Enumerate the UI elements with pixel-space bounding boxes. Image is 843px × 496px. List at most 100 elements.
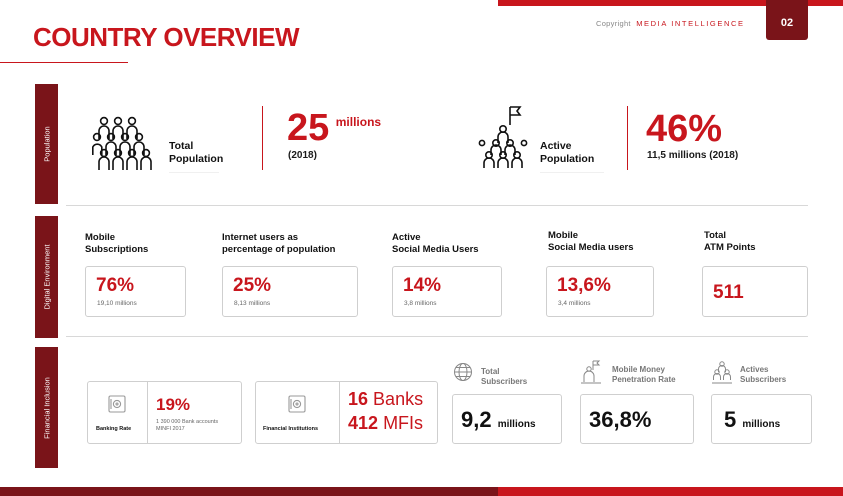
total-population-label: Total Population (169, 140, 223, 166)
label-line: percentage of population (222, 244, 336, 255)
globe-icon (453, 362, 473, 382)
label-line: Mobile (85, 232, 116, 243)
section-label-digital: Digital Environment (42, 244, 51, 310)
top-accent-bar (498, 0, 843, 6)
mobile-subscriptions-card: 76% 19,10 millions (85, 266, 186, 317)
section-label-population: Population (42, 126, 51, 162)
active-subscribers-card: 5 millions (711, 394, 812, 444)
banking-rate-caption: Banking Rate (96, 426, 132, 432)
mobile-social-sub: 3,4 millions (558, 300, 591, 307)
red-divider (262, 106, 263, 170)
label-line: Actives (740, 365, 769, 374)
decorative-line (169, 172, 219, 173)
page-number-badge: 02 (766, 0, 808, 40)
atm-value: 511 (713, 282, 744, 303)
brand-name: MEDIA INTELLIGENCE (636, 19, 745, 28)
internet-users-value: 25% (233, 275, 272, 296)
label-line: Population (169, 153, 224, 165)
social-media-value: 14% (403, 275, 442, 296)
mobile-subscriptions-value: 76% (96, 275, 135, 296)
section-tab-population: Population (35, 84, 58, 204)
atm-card: 511 (702, 266, 808, 317)
copyright-line: Copyright MEDIA INTELLIGENCE (596, 19, 745, 28)
banks-count: 16 Banks (348, 389, 423, 410)
flag-pyramid-icon (478, 105, 528, 169)
bottom-dark-bar (0, 487, 498, 496)
crowd-icon (92, 115, 154, 171)
label-line: Mobile (548, 230, 579, 241)
active-subscribers-unit: millions (742, 419, 781, 430)
banking-rate-note: 1 390 000 Bank accounts MINFI 2017 (156, 419, 218, 433)
label-line: Total (169, 140, 194, 152)
section-tab-digital: Digital Environment (35, 216, 58, 338)
label-line: Subscriptions (85, 244, 149, 255)
banking-rate-card: Banking Rate 19% 1 390 000 Bank accounts… (87, 381, 242, 444)
active-population-value: 46% (646, 108, 723, 150)
copyright-label: Copyright (596, 19, 631, 28)
mfis-number: 412 (348, 413, 379, 433)
financial-institutions-card: Financial Institutions 16 Banks 412 MFIs (255, 381, 438, 444)
label-line: Internet users as (222, 232, 299, 243)
banks-label: Banks (373, 389, 424, 409)
mobile-social-label: Mobile Social Media users (548, 230, 634, 254)
note-line: 1 390 000 Bank accounts (156, 419, 219, 425)
mobile-money-card: 36,8% (580, 394, 694, 444)
mobile-money-label: Mobile Money Penetration Rate (612, 365, 676, 385)
mobile-subscriptions-label: Mobile Subscriptions (85, 232, 148, 256)
label-line: Social Media Users (392, 244, 479, 255)
social-media-label: Active Social Media Users (392, 232, 479, 256)
section-tab-financial: Financial Inclusion (35, 347, 58, 468)
total-subscribers-unit: millions (497, 419, 536, 430)
internet-users-card: 25% 8,13 millions (222, 266, 358, 317)
section-divider (66, 336, 808, 337)
decorative-line (540, 172, 604, 173)
label-line: Total (704, 230, 726, 241)
total-subscribers-label: Total Subscribers (481, 367, 527, 387)
label-line: Penetration Rate (612, 375, 676, 384)
mfis-count: 412 MFIs (348, 413, 423, 434)
active-population-label: Active Population (540, 140, 594, 166)
section-divider (66, 205, 808, 206)
label-line: Subscribers (481, 377, 528, 386)
red-divider (627, 106, 628, 170)
active-population-detail: 11,5 millions (2018) (647, 150, 739, 161)
safe-icon (288, 395, 306, 413)
label-line: Subscribers (740, 375, 787, 384)
social-media-sub: 3,8 millions (404, 300, 437, 307)
label-line: Total (481, 367, 500, 376)
atm-label: Total ATM Points (704, 230, 756, 254)
note-line: MINFI 2017 (156, 426, 185, 432)
label-line: Active (540, 140, 572, 152)
mobile-social-card: 13,6% 3,4 millions (546, 266, 654, 317)
mfis-label: MFIs (383, 413, 424, 433)
label-line: Social Media users (548, 242, 634, 253)
internet-users-sub: 8,13 millions (234, 300, 271, 307)
mobile-social-value: 13,6% (557, 275, 611, 296)
banking-rate-value: 19% (156, 395, 191, 414)
total-subscribers-number: 9,2 (461, 407, 492, 432)
financial-institutions-caption: Financial Institutions (263, 426, 319, 432)
active-subscribers-label: Actives Subscribers (740, 365, 786, 385)
active-subscribers-number: 5 (724, 407, 737, 432)
page-title: COUNTRY OVERVIEW (33, 22, 300, 52)
label-line: Mobile Money (612, 365, 665, 374)
card-divider (147, 382, 148, 443)
label-line: Active (392, 232, 421, 243)
population-unit: millions (335, 115, 382, 129)
internet-users-label: Internet users as percentage of populati… (222, 232, 335, 256)
mobile-subscriptions-sub: 19,10 millions (97, 300, 137, 307)
label-line: Population (540, 153, 595, 165)
safe-icon (108, 395, 126, 413)
mobile-money-value: 36,8% (589, 407, 652, 432)
social-media-card: 14% 3,8 millions (392, 266, 502, 317)
total-subscribers-value: 9,2 millions (461, 407, 536, 433)
title-underline (0, 62, 128, 63)
total-population-value: 25 millions (287, 108, 381, 148)
section-label-financial: Financial Inclusion (42, 376, 51, 439)
active-subscribers-value: 5 millions (724, 407, 780, 433)
population-year: (2018) (288, 150, 317, 161)
population-number: 25 (287, 107, 330, 149)
group-icon (711, 360, 733, 384)
flag-person-icon (580, 360, 602, 384)
card-divider (339, 382, 340, 443)
